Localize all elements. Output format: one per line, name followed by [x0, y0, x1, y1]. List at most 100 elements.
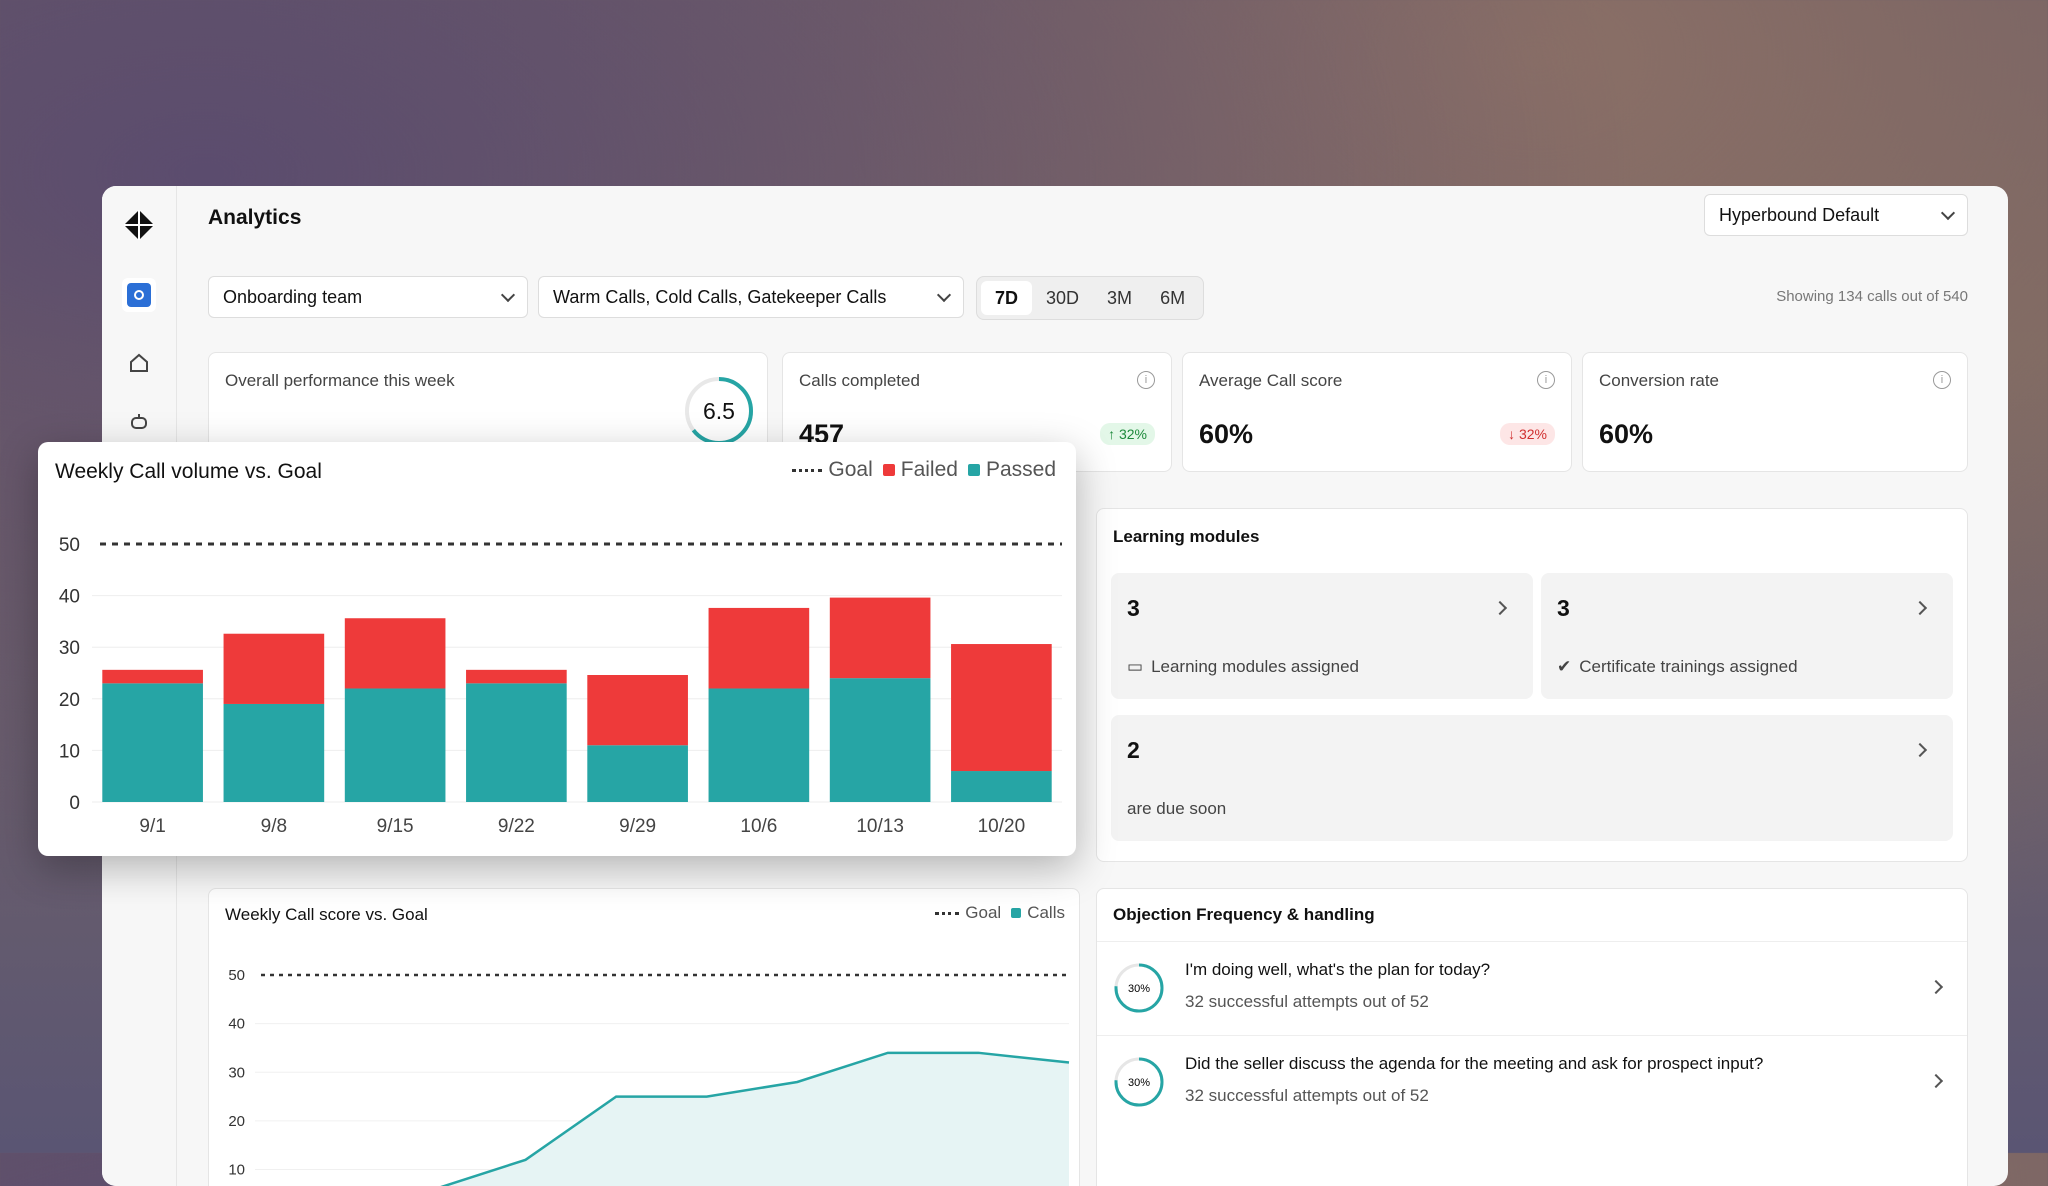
failed-bar — [344, 618, 446, 689]
team-select-value: Onboarding team — [223, 286, 363, 307]
y-tick-label: 50 — [59, 535, 80, 556]
score-value: 6.5 — [703, 398, 735, 424]
badge-check-icon: ✔ — [1557, 657, 1572, 676]
analytics-nav-icon[interactable] — [122, 278, 156, 312]
conversion-card: Conversion rate i 60% — [1582, 352, 1968, 472]
x-tick-label: 9/29 — [619, 816, 656, 837]
due-soon-tile[interactable]: 2 are due soon — [1111, 715, 1953, 841]
y-tick-label: 40 — [228, 1016, 245, 1033]
call-score-card: Weekly Call score vs. Goal Goal Calls 10… — [208, 888, 1080, 1186]
range-toggle: 7D 30D 3M 6M — [976, 276, 1205, 320]
passed-bar — [587, 745, 688, 802]
avg-value: 60% — [1199, 419, 1254, 449]
x-tick-label: 9/1 — [139, 816, 165, 837]
avg-badge: ↓ 32% — [1500, 423, 1555, 445]
bot-icon[interactable] — [122, 404, 156, 438]
due-label: are due soon — [1127, 799, 1227, 818]
passed-bar — [344, 688, 446, 802]
conversion-label: Conversion rate — [1599, 371, 1720, 390]
chevron-right-icon — [1928, 1073, 1944, 1089]
objection-pct: 30% — [1128, 1077, 1150, 1089]
calls-area — [444, 1052, 1069, 1186]
objection-row[interactable]: 30% Did the seller discuss the agenda fo… — [1097, 1035, 1967, 1128]
objection-ring: 30% — [1114, 1057, 1164, 1107]
chevron-down-icon — [936, 287, 952, 303]
call-volume-card: Weekly Call volume vs. Goal Goal Failed … — [38, 442, 1076, 856]
y-tick-label: 40 — [59, 587, 80, 608]
calls-line — [440, 1051, 1070, 1186]
score-legend-goal: Goal — [965, 903, 1002, 922]
failed-bar — [102, 669, 203, 684]
y-tick-label: 0 — [69, 793, 80, 814]
objection-stats: 32 successful attempts out of 52 — [1185, 1086, 1429, 1105]
passed-bar — [708, 688, 810, 802]
call-type-select-value: Warm Calls, Cold Calls, Gatekeeper Calls — [553, 286, 887, 307]
failed-bar — [951, 644, 1052, 772]
objection-question: Did the seller discuss the agenda for th… — [1185, 1054, 1764, 1073]
modules-count: 3 — [1127, 595, 1140, 621]
y-tick-label: 10 — [59, 741, 80, 762]
volume-legend-passed: Passed — [985, 458, 1056, 481]
home-icon[interactable] — [122, 346, 156, 380]
score-legend: Goal Calls — [935, 903, 1065, 923]
page-title: Analytics — [208, 206, 302, 229]
modules-label: Learning modules assigned — [1151, 657, 1359, 676]
range-30d[interactable]: 30D — [1046, 288, 1080, 308]
passed-bar — [466, 683, 567, 802]
failed-bar — [466, 669, 567, 684]
learning-title: Learning modules — [1113, 527, 1260, 546]
objection-title: Objection Frequency & handling — [1113, 905, 1375, 924]
due-count: 2 — [1127, 737, 1140, 763]
chevron-down-icon — [1940, 205, 1956, 221]
call-type-select[interactable]: Warm Calls, Cold Calls, Gatekeeper Calls — [538, 276, 964, 318]
y-tick-label: 30 — [59, 638, 80, 659]
modules-assigned-tile[interactable]: 3 ▭ Learning modules assigned — [1111, 573, 1533, 699]
info-icon[interactable]: i — [1537, 371, 1555, 389]
logo-icon[interactable] — [122, 208, 156, 242]
learning-modules-card: Learning modules 3 ▭ Learning modules ass… — [1096, 508, 1968, 862]
x-tick-label: 9/15 — [377, 816, 414, 837]
workspace-select-value: Hyperbound Default — [1719, 204, 1880, 225]
calls-label: Calls completed — [799, 371, 920, 390]
y-tick-label: 30 — [228, 1064, 245, 1081]
objection-pct: 30% — [1128, 983, 1150, 995]
certs-count: 3 — [1557, 595, 1570, 621]
overall-label: Overall performance this week — [225, 371, 455, 390]
y-tick-label: 10 — [228, 1162, 245, 1179]
objection-question: I'm doing well, what's the plan for toda… — [1185, 960, 1491, 979]
range-3m[interactable]: 3M — [1107, 288, 1133, 308]
passed-bar — [951, 771, 1052, 802]
x-tick-label: 9/8 — [261, 816, 287, 837]
x-tick-label: 10/13 — [856, 816, 904, 837]
conversion-value: 60% — [1599, 419, 1654, 449]
volume-legend-failed: Failed — [900, 458, 958, 481]
failed-bar — [708, 607, 810, 689]
failed-bar — [829, 597, 931, 679]
certificates-assigned-tile[interactable]: 3 ✔ Certificate trainings assigned — [1541, 573, 1953, 699]
objection-card: Objection Frequency & handling 30% I'm d… — [1096, 888, 1968, 1186]
x-tick-label: 9/22 — [498, 816, 535, 837]
analytics-panel: Analytics Hyperbound Default Onboarding … — [102, 186, 2008, 1186]
objection-row[interactable]: 30% I'm doing well, what's the plan for … — [1097, 941, 1967, 1034]
chevron-right-icon — [1912, 742, 1928, 758]
passed-bar — [223, 703, 325, 802]
score-legend-calls: Calls — [1027, 903, 1065, 922]
volume-legend: Goal Failed Passed — [792, 458, 1056, 482]
team-select[interactable]: Onboarding team — [208, 276, 528, 318]
certs-label: Certificate trainings assigned — [1579, 657, 1798, 676]
chevron-right-icon — [1492, 600, 1508, 616]
range-6m[interactable]: 6M — [1160, 288, 1186, 308]
info-icon[interactable]: i — [1933, 371, 1951, 389]
workspace-select[interactable]: Hyperbound Default — [1704, 194, 1968, 236]
x-tick-label: 10/6 — [740, 816, 777, 837]
call-score-chart: 10 20 30 40 50 — [228, 967, 1070, 1186]
calls-badge: ↑ 32% — [1100, 423, 1155, 445]
failed-bar — [587, 675, 688, 746]
x-tick-label: 10/20 — [978, 816, 1026, 837]
range-7d[interactable]: 7D — [981, 281, 1033, 315]
info-icon[interactable]: i — [1137, 371, 1155, 389]
chevron-right-icon — [1912, 600, 1928, 616]
volume-legend-goal: Goal — [828, 458, 873, 481]
failed-bar — [223, 633, 325, 704]
passed-bar — [829, 678, 931, 802]
